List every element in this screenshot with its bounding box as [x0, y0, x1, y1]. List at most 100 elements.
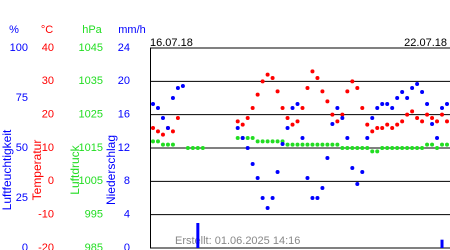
data-point — [345, 146, 350, 150]
y-tick-label: -20 — [38, 242, 54, 250]
data-point — [285, 116, 290, 120]
data-point — [420, 146, 425, 150]
end-date: 22.07.18 — [404, 37, 447, 49]
data-point — [310, 69, 315, 74]
data-point — [420, 90, 425, 94]
data-point — [390, 126, 395, 130]
y-tick-label: 50 — [16, 142, 28, 154]
data-point — [245, 146, 250, 150]
data-point — [390, 106, 395, 110]
data-point — [335, 119, 340, 124]
data-point — [245, 116, 250, 120]
data-point — [160, 116, 165, 120]
data-point — [400, 119, 405, 124]
data-point — [400, 146, 405, 150]
rain-bar — [196, 223, 200, 248]
data-point — [275, 139, 280, 144]
data-point — [255, 92, 260, 97]
data-point — [310, 196, 315, 200]
data-point — [325, 99, 330, 104]
data-point — [285, 142, 290, 147]
data-point — [165, 142, 170, 147]
axis-unit: mm/h — [118, 24, 146, 36]
data-point — [315, 196, 320, 200]
data-point — [375, 106, 380, 110]
axis-title: Luftdruck — [68, 144, 82, 194]
data-point — [155, 129, 160, 134]
y-tick-label: -10 — [38, 209, 54, 221]
data-point — [320, 89, 325, 94]
y-tick-label: 1045 — [79, 42, 103, 54]
data-point — [320, 142, 325, 147]
data-point — [370, 149, 375, 154]
axis-title: Niederschlag — [104, 135, 118, 205]
y-tick-label: 25 — [16, 192, 28, 204]
data-point — [170, 142, 175, 147]
data-point — [345, 89, 350, 94]
data-point — [255, 176, 260, 180]
data-point — [265, 72, 270, 77]
y-tick-label: 0 — [48, 175, 54, 187]
data-point — [235, 136, 240, 140]
y-tick-label: 0 — [22, 242, 28, 250]
data-point — [310, 142, 315, 147]
data-point — [345, 136, 350, 140]
data-point — [155, 106, 160, 110]
footer: Erstellt: 01.06.2025 14:16 — [175, 235, 300, 247]
data-point — [430, 122, 435, 126]
data-point — [305, 86, 310, 90]
data-point — [245, 136, 250, 140]
data-point — [185, 146, 190, 150]
data-point — [260, 139, 265, 144]
data-point — [295, 102, 300, 106]
data-point — [250, 106, 255, 110]
data-point — [410, 86, 415, 90]
data-point — [440, 142, 445, 147]
data-point — [355, 146, 360, 150]
data-point — [360, 106, 365, 110]
y-tick-label: 0 — [124, 242, 130, 250]
data-point — [370, 129, 375, 134]
data-point — [170, 129, 175, 134]
data-point — [390, 146, 395, 150]
axis-unit: hPa — [82, 24, 102, 36]
data-point — [265, 139, 270, 144]
y-tick-label: 10 — [42, 142, 54, 154]
data-point — [305, 142, 310, 147]
data-point — [290, 122, 295, 127]
data-point — [380, 126, 385, 130]
data-point — [445, 119, 449, 124]
y-tick-label: 1035 — [79, 75, 103, 87]
data-point — [295, 119, 300, 124]
axis-unit: % — [9, 24, 19, 36]
data-point — [380, 146, 385, 150]
data-point — [240, 136, 245, 140]
data-point — [270, 196, 275, 200]
data-point — [365, 136, 370, 140]
data-point — [300, 106, 305, 110]
data-point — [395, 146, 400, 150]
data-point — [151, 139, 155, 144]
axis-unit: °C — [41, 24, 53, 36]
y-tick-label: 985 — [85, 242, 103, 250]
data-point — [235, 126, 240, 130]
data-point — [440, 112, 445, 117]
data-point — [175, 116, 180, 120]
data-point — [275, 89, 280, 94]
data-point — [360, 146, 365, 150]
data-point — [180, 84, 185, 88]
data-point — [425, 102, 430, 106]
start-date: 16.07.18 — [150, 37, 193, 49]
data-point — [400, 90, 405, 94]
axis-title: Temperatur — [30, 140, 44, 201]
data-point — [280, 106, 285, 110]
data-point — [330, 122, 335, 126]
y-tick-label: 40 — [42, 42, 54, 54]
data-point — [160, 142, 165, 147]
data-point — [385, 122, 390, 127]
data-point — [385, 102, 390, 106]
data-point — [325, 142, 330, 147]
data-point — [270, 76, 275, 80]
